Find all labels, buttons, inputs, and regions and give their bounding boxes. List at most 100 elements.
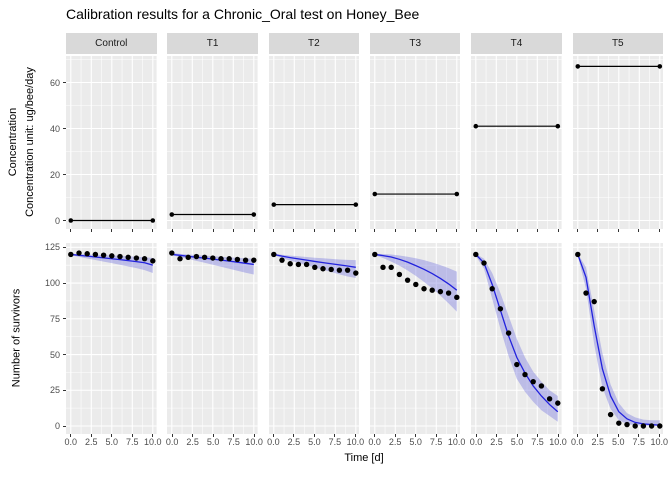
x-tick-mark [557, 229, 559, 232]
observed-point [412, 281, 419, 288]
observed-point [607, 411, 613, 418]
x-tick-mark [354, 434, 356, 437]
y-tick-mark [63, 318, 66, 320]
x-tick-mark [537, 229, 538, 232]
x-tick-label: 0.0 [64, 437, 78, 447]
concentration-point [473, 123, 479, 129]
x-tick-mark [557, 434, 559, 437]
x-tick-mark [272, 434, 274, 437]
survivors-panel-T3 [369, 243, 461, 434]
x-tick-mark [90, 434, 92, 437]
observed-point [68, 251, 74, 258]
y-tick-mark [63, 128, 66, 129]
x-tick-mark [435, 229, 437, 232]
x-tick-mark [496, 229, 497, 232]
x-tick-mark [576, 229, 578, 232]
x-tick-label: 0.0 [469, 437, 483, 447]
observed-point [150, 258, 156, 264]
observed-point [640, 423, 646, 429]
x-tick-mark [394, 229, 396, 232]
y-tick-mark [63, 389, 66, 391]
x-tick-label: 7.5 [632, 437, 646, 447]
observed-point [574, 251, 580, 258]
x-tick-label: 2.5 [287, 437, 301, 447]
x-axis-title: Time [d] [344, 452, 384, 464]
observed-point [336, 267, 342, 273]
y-tick-mark [63, 174, 66, 175]
observed-point [84, 251, 90, 257]
concentration-panel-T5 [572, 56, 664, 229]
facet-strip-T1: T1 [167, 33, 258, 54]
observed-point [234, 256, 241, 263]
observed-point [303, 261, 309, 268]
x-tick-mark [233, 434, 235, 437]
concentration-panel-T2 [268, 56, 360, 229]
x-tick-mark [658, 434, 660, 437]
x-tick-label: 7.5 [531, 437, 544, 447]
y-tick-mark [63, 246, 66, 248]
x-tick-label: 7.5 [227, 437, 240, 447]
concentration-point [251, 212, 257, 217]
y-tick-mark [63, 82, 66, 83]
x-tick-mark [354, 229, 356, 232]
x-tick-mark [537, 434, 538, 437]
x-tick-mark [638, 434, 640, 437]
observed-point [481, 260, 487, 266]
observed-point [270, 251, 277, 258]
concentration-point [271, 202, 276, 207]
observed-point [226, 256, 233, 262]
observed-point [473, 251, 479, 258]
x-tick-mark [415, 229, 417, 232]
observed-point [210, 255, 216, 261]
x-tick-label: 7.5 [328, 437, 342, 447]
y-tick-label: 40 [49, 123, 60, 134]
concentration-point [68, 218, 74, 223]
facet-strip-T3: T3 [369, 33, 461, 54]
concentration-panel-Control [66, 56, 157, 229]
y-tick-label: 125 [44, 242, 60, 253]
x-tick-label: 10.0 [650, 437, 669, 447]
x-tick-mark [90, 229, 92, 232]
observed-point [656, 423, 662, 429]
fit-line [475, 253, 559, 413]
observed-point [100, 252, 107, 258]
survivors-panel-T1 [167, 243, 258, 434]
x-tick-mark [516, 434, 518, 437]
observed-point [193, 253, 200, 260]
fit-line [374, 253, 458, 291]
x-tick-mark [313, 229, 315, 232]
observed-point [169, 250, 175, 256]
observed-point [125, 254, 131, 261]
observed-point [117, 253, 123, 260]
x-tick-mark [253, 229, 255, 232]
x-tick-mark [131, 229, 133, 232]
observed-point [177, 256, 183, 262]
fit-line [576, 254, 660, 426]
x-tick-label: 2.5 [591, 437, 605, 447]
observed-point [328, 266, 334, 273]
x-tick-mark [415, 434, 417, 437]
observed-point [202, 254, 208, 261]
survivors-panel-T2 [268, 243, 360, 434]
observed-point [506, 330, 512, 336]
x-tick-mark [212, 229, 214, 232]
observed-point [429, 287, 435, 293]
x-tick-mark [152, 229, 154, 232]
y-tick-mark [63, 282, 66, 284]
x-tick-label: 2.5 [388, 437, 402, 447]
observed-point [623, 421, 630, 428]
x-tick-mark [597, 229, 599, 232]
x-tick-mark [374, 434, 376, 437]
x-tick-label: 0.0 [571, 437, 584, 447]
concentration-panel-T1 [167, 56, 258, 229]
observed-point [591, 298, 597, 305]
fit-line [273, 253, 356, 268]
facet-strip-T2: T2 [268, 33, 360, 54]
x-tick-mark [253, 434, 255, 437]
x-tick-mark [152, 434, 154, 437]
x-tick-mark [192, 434, 194, 437]
x-tick-mark [131, 434, 133, 437]
x-tick-mark [233, 229, 235, 232]
x-tick-mark [617, 434, 619, 437]
